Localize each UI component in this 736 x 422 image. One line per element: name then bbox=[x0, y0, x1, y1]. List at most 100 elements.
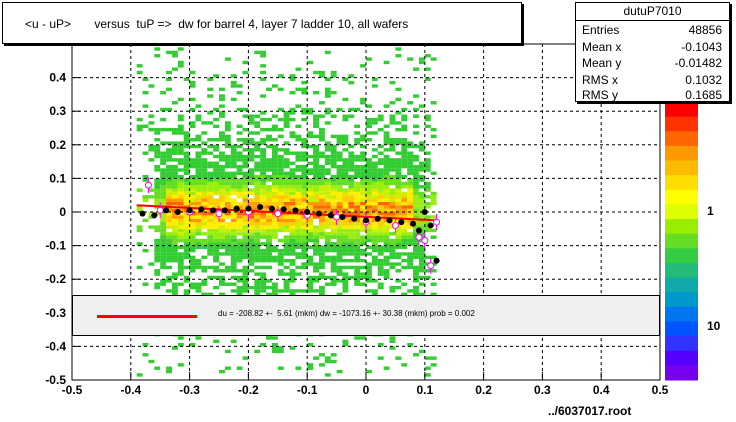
heatmap-cell bbox=[430, 228, 437, 233]
heatmap-cell bbox=[418, 201, 425, 206]
heatmap-cell bbox=[289, 292, 296, 296]
heatmap-cell bbox=[283, 228, 290, 233]
heatmap-cell bbox=[342, 222, 349, 226]
heatmap-cell bbox=[330, 248, 337, 253]
heatmap-cell bbox=[424, 67, 431, 71]
heatmap-cell bbox=[318, 134, 325, 139]
heatmap-cell bbox=[366, 211, 372, 216]
heatmap-cell bbox=[177, 259, 184, 263]
heatmap-cell bbox=[219, 114, 225, 118]
heatmap-cell bbox=[377, 262, 384, 266]
heatmap-cell bbox=[189, 195, 196, 199]
heatmap-cell bbox=[266, 178, 272, 182]
heatmap-cell bbox=[371, 245, 378, 249]
heatmap-cell bbox=[213, 188, 220, 192]
heatmap-cell bbox=[260, 50, 267, 55]
heatmap-cell bbox=[401, 238, 408, 243]
heatmap-cell bbox=[395, 245, 402, 249]
heatmap-cell bbox=[171, 242, 178, 246]
heatmap-cell bbox=[407, 181, 414, 186]
heatmap-cell bbox=[236, 171, 243, 176]
heatmap-cell bbox=[383, 175, 390, 179]
heatmap-cell bbox=[224, 242, 231, 246]
heatmap-cell bbox=[283, 218, 290, 223]
heatmap-cell bbox=[207, 175, 214, 179]
heatmap-cell bbox=[224, 124, 231, 128]
heatmap-cell bbox=[318, 222, 325, 226]
heatmap-cell bbox=[383, 225, 390, 229]
heatmap-cell bbox=[171, 178, 178, 182]
heatmap-cell bbox=[424, 185, 431, 189]
heatmap-cell bbox=[313, 248, 319, 253]
heatmap-cell bbox=[201, 164, 208, 169]
heatmap-cell bbox=[271, 248, 278, 253]
heatmap-cell bbox=[207, 144, 214, 149]
heatmap-cell bbox=[177, 198, 184, 202]
heatmap-cell bbox=[377, 114, 384, 118]
heatmap-cell bbox=[318, 175, 325, 179]
heatmap-cell bbox=[219, 134, 225, 139]
heatmap-cell bbox=[301, 225, 308, 229]
heatmap-cell bbox=[413, 292, 419, 296]
heatmap-cell bbox=[413, 245, 419, 249]
heatmap-cell bbox=[354, 171, 361, 176]
heatmap-cell bbox=[383, 104, 390, 108]
heatmap-cell bbox=[277, 171, 284, 176]
heatmap-cell bbox=[371, 292, 378, 296]
heatmap-cell bbox=[266, 161, 272, 165]
heatmap-cell bbox=[395, 285, 402, 290]
heatmap-cell bbox=[177, 175, 184, 179]
heatmap-cell bbox=[183, 185, 190, 189]
heatmap-cell bbox=[201, 225, 208, 229]
heatmap-cell bbox=[195, 285, 202, 290]
heatmap-cell bbox=[318, 151, 325, 155]
heatmap-cell bbox=[224, 175, 231, 179]
heatmap-cell bbox=[195, 134, 202, 139]
heatmap-cell bbox=[395, 269, 402, 273]
heatmap-cell bbox=[189, 70, 196, 75]
heatmap-cell bbox=[413, 285, 419, 290]
heatmap-cell bbox=[366, 232, 372, 236]
heatmap-cell bbox=[160, 175, 167, 179]
heatmap-cell bbox=[307, 205, 314, 209]
heatmap-cell bbox=[207, 191, 214, 196]
heatmap-cell bbox=[307, 134, 314, 139]
heatmap-cell bbox=[171, 158, 178, 162]
heatmap-cell bbox=[271, 245, 278, 249]
heatmap-cell bbox=[283, 141, 290, 145]
heatmap-cell bbox=[383, 188, 390, 192]
heatmap-cell bbox=[271, 191, 278, 196]
heatmap-cell bbox=[342, 343, 349, 347]
heatmap-cell bbox=[407, 238, 414, 243]
heatmap-cell bbox=[395, 164, 402, 169]
heatmap-cell bbox=[260, 211, 267, 216]
heatmap-cell bbox=[318, 201, 325, 206]
heatmap-cell bbox=[183, 218, 190, 223]
heatmap-cell bbox=[395, 242, 402, 246]
heatmap-cell bbox=[377, 252, 384, 256]
heatmap-cell bbox=[336, 255, 343, 260]
heatmap-cell bbox=[383, 148, 390, 152]
heatmap-cell bbox=[401, 282, 408, 286]
heatmap-cell bbox=[201, 188, 208, 192]
heatmap-cell bbox=[171, 168, 178, 172]
heatmap-cell bbox=[366, 275, 372, 280]
heatmap-cell bbox=[407, 265, 414, 270]
heatmap-cell bbox=[324, 248, 331, 253]
heatmap-cell bbox=[177, 131, 184, 135]
profile-black-point bbox=[386, 217, 393, 224]
heatmap-cell bbox=[260, 195, 267, 199]
heatmap-cell bbox=[354, 191, 361, 196]
heatmap-cell bbox=[336, 205, 343, 209]
heatmap-cell bbox=[389, 265, 396, 270]
heatmap-cell bbox=[336, 248, 343, 253]
heatmap-cell bbox=[313, 188, 319, 192]
heatmap-cell bbox=[301, 205, 308, 209]
heatmap-cell bbox=[301, 248, 308, 253]
heatmap-cell bbox=[366, 158, 372, 162]
heatmap-cell bbox=[342, 97, 349, 102]
heatmap-cell bbox=[183, 164, 190, 169]
heatmap-cell bbox=[318, 255, 325, 260]
heatmap-cell bbox=[348, 168, 355, 172]
heatmap-cell bbox=[307, 363, 314, 367]
